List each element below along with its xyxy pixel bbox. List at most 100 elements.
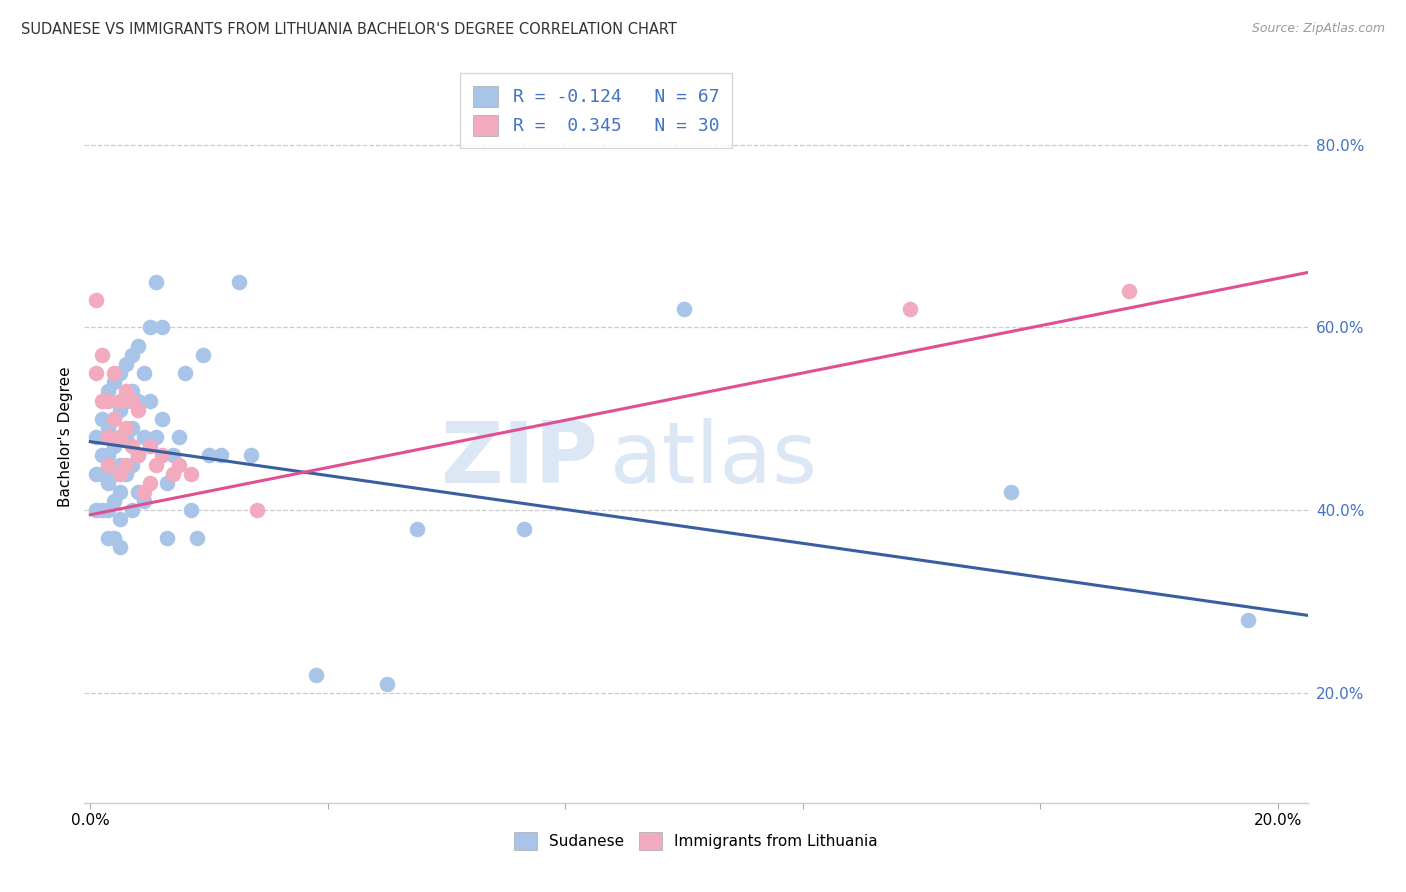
Point bbox=[180, 467, 202, 481]
Point bbox=[91, 348, 114, 362]
Point bbox=[138, 475, 160, 490]
Point bbox=[91, 448, 114, 462]
Point bbox=[115, 384, 138, 399]
Point bbox=[115, 357, 138, 371]
Point bbox=[115, 393, 138, 408]
Point bbox=[180, 503, 202, 517]
Point bbox=[115, 458, 138, 472]
Point bbox=[97, 475, 120, 490]
Point bbox=[239, 448, 262, 462]
Point bbox=[121, 421, 143, 435]
Point bbox=[108, 467, 131, 481]
Point bbox=[156, 475, 179, 490]
Point bbox=[103, 375, 125, 389]
Point bbox=[121, 393, 143, 408]
Point bbox=[132, 494, 155, 508]
Text: atlas: atlas bbox=[610, 417, 818, 500]
Point bbox=[115, 467, 138, 481]
Point bbox=[108, 430, 131, 444]
Point bbox=[115, 421, 138, 435]
Point bbox=[145, 458, 167, 472]
Point bbox=[127, 393, 149, 408]
Point bbox=[97, 503, 120, 517]
Point bbox=[127, 448, 149, 462]
Point bbox=[127, 448, 149, 462]
Point bbox=[191, 348, 214, 362]
Point bbox=[209, 448, 232, 462]
Legend: Sudanese, Immigrants from Lithuania: Sudanese, Immigrants from Lithuania bbox=[506, 824, 886, 857]
Point bbox=[103, 412, 125, 426]
Point bbox=[898, 302, 921, 317]
Point bbox=[97, 421, 120, 435]
Point bbox=[1000, 485, 1022, 500]
Point bbox=[115, 430, 138, 444]
Point bbox=[245, 503, 267, 517]
Point bbox=[103, 467, 125, 481]
Point bbox=[103, 494, 125, 508]
Point bbox=[156, 531, 179, 545]
Point bbox=[84, 503, 107, 517]
Point bbox=[91, 393, 114, 408]
Point bbox=[162, 467, 184, 481]
Point bbox=[91, 467, 114, 481]
Point bbox=[103, 531, 125, 545]
Point bbox=[375, 677, 398, 691]
Point bbox=[145, 430, 167, 444]
Point bbox=[108, 485, 131, 500]
Point bbox=[150, 412, 173, 426]
Point bbox=[121, 458, 143, 472]
Point bbox=[108, 512, 131, 526]
Y-axis label: Bachelor's Degree: Bachelor's Degree bbox=[58, 367, 73, 508]
Point bbox=[1237, 613, 1260, 627]
Point bbox=[108, 393, 131, 408]
Point bbox=[138, 439, 160, 453]
Point bbox=[97, 448, 120, 462]
Point bbox=[174, 366, 197, 380]
Point bbox=[97, 531, 120, 545]
Point bbox=[97, 393, 120, 408]
Point bbox=[121, 439, 143, 453]
Point bbox=[673, 302, 696, 317]
Point bbox=[138, 320, 160, 334]
Point bbox=[108, 402, 131, 417]
Point bbox=[127, 485, 149, 500]
Point bbox=[198, 448, 221, 462]
Point bbox=[108, 458, 131, 472]
Point bbox=[97, 458, 120, 472]
Point bbox=[406, 521, 429, 535]
Point bbox=[513, 521, 536, 535]
Point bbox=[97, 384, 120, 399]
Text: ZIP: ZIP bbox=[440, 417, 598, 500]
Point bbox=[132, 485, 155, 500]
Point bbox=[103, 412, 125, 426]
Point bbox=[150, 448, 173, 462]
Point bbox=[305, 667, 328, 681]
Point bbox=[91, 412, 114, 426]
Point bbox=[103, 366, 125, 380]
Point bbox=[127, 402, 149, 417]
Point bbox=[108, 366, 131, 380]
Point bbox=[138, 393, 160, 408]
Point bbox=[162, 448, 184, 462]
Point bbox=[1118, 284, 1140, 298]
Point bbox=[121, 348, 143, 362]
Point bbox=[103, 439, 125, 453]
Point bbox=[108, 540, 131, 554]
Point bbox=[121, 503, 143, 517]
Point bbox=[108, 430, 131, 444]
Point bbox=[145, 275, 167, 289]
Point bbox=[186, 531, 208, 545]
Text: SUDANESE VS IMMIGRANTS FROM LITHUANIA BACHELOR'S DEGREE CORRELATION CHART: SUDANESE VS IMMIGRANTS FROM LITHUANIA BA… bbox=[21, 22, 676, 37]
Point bbox=[121, 384, 143, 399]
Point bbox=[91, 503, 114, 517]
Text: Source: ZipAtlas.com: Source: ZipAtlas.com bbox=[1251, 22, 1385, 36]
Point bbox=[84, 467, 107, 481]
Point bbox=[150, 320, 173, 334]
Point bbox=[169, 430, 191, 444]
Point bbox=[84, 293, 107, 307]
Point bbox=[127, 339, 149, 353]
Point bbox=[84, 366, 107, 380]
Point bbox=[228, 275, 250, 289]
Point bbox=[169, 458, 191, 472]
Point bbox=[132, 430, 155, 444]
